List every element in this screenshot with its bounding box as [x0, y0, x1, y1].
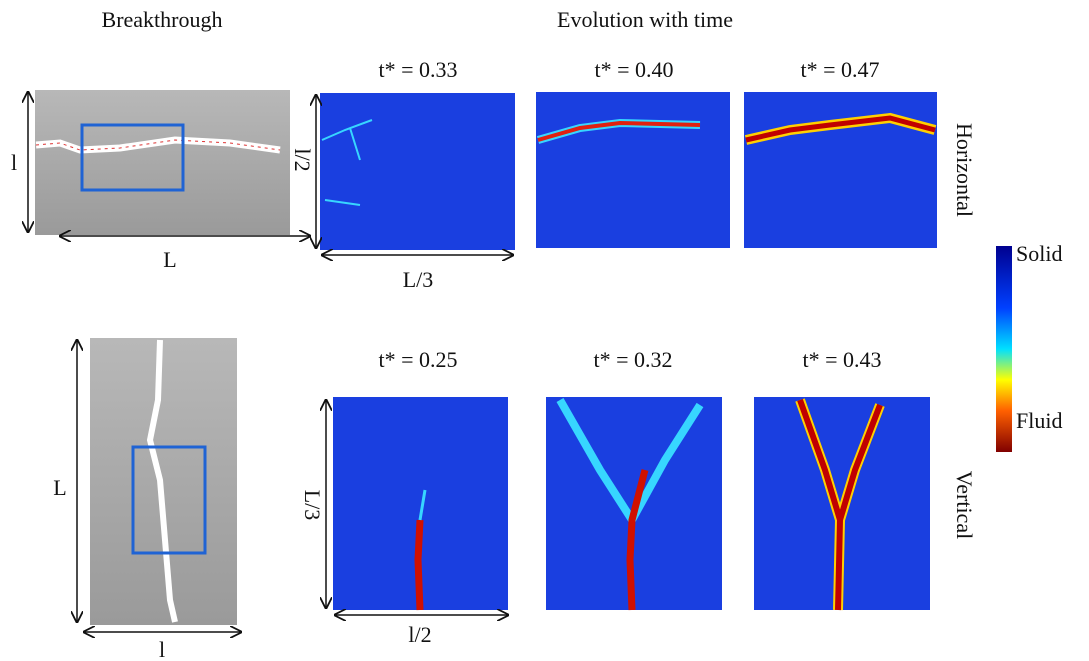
- colorbar-label: Solid: [1016, 241, 1062, 266]
- dimension-label: L: [53, 475, 66, 500]
- time-label: t* = 0.43: [802, 347, 881, 372]
- header: Breakthrough: [102, 7, 223, 32]
- time-label: t* = 0.47: [800, 57, 879, 82]
- dimension-label: L/3: [403, 267, 434, 292]
- colorbar-label: Fluid: [1016, 408, 1062, 433]
- field-panel: [754, 397, 930, 611]
- time-label: t* = 0.40: [594, 57, 673, 82]
- field-panel: [546, 397, 722, 611]
- colorbar: [996, 246, 1012, 452]
- row-label: Horizontal: [952, 123, 977, 217]
- row-label: Vertical: [952, 471, 977, 539]
- dimension-label: l/2: [408, 622, 431, 647]
- field-panel: [320, 93, 515, 250]
- time-label: t* = 0.32: [593, 347, 672, 372]
- sample-image: [90, 338, 237, 625]
- dimension-label: l: [159, 637, 165, 661]
- dimension-label: L: [163, 247, 176, 272]
- time-label: t* = 0.25: [378, 347, 457, 372]
- field-panel: [744, 92, 937, 248]
- field-panel: [333, 397, 508, 611]
- field-panel: [536, 92, 730, 248]
- header: Evolution with time: [557, 7, 733, 32]
- dimension-label: l: [11, 150, 17, 175]
- dimension-label: l/2: [290, 148, 315, 171]
- time-label: t* = 0.33: [378, 57, 457, 82]
- dimension-label: L/3: [300, 490, 325, 521]
- sample-image: [35, 90, 290, 235]
